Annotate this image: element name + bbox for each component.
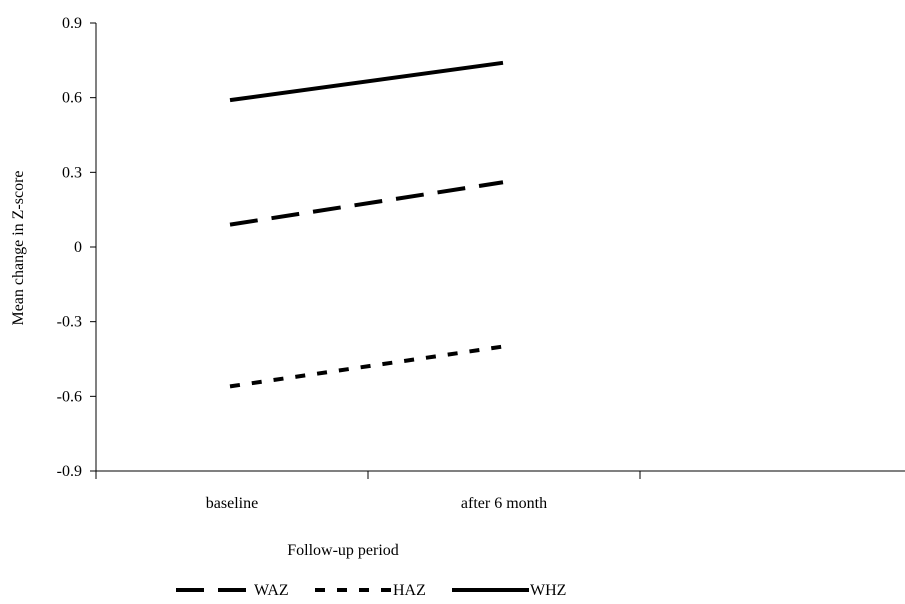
legend-label-haz: HAZ xyxy=(393,582,426,599)
x-tick-label: after 6 month xyxy=(461,495,547,512)
y-tick-label: -0.3 xyxy=(57,314,82,331)
x-axis: baseline after 6 month xyxy=(95,470,905,512)
y-tick-label: -0.6 xyxy=(57,388,82,405)
y-axis: 0.9 0.6 0.3 0 -0.3 -0.6 -0.9 xyxy=(57,15,97,480)
legend: WAZ HAZ WHZ xyxy=(176,582,566,599)
y-tick-label: 0 xyxy=(74,239,82,256)
x-axis-title: Follow-up period xyxy=(287,542,399,559)
series-line-whz xyxy=(229,60,504,103)
x-tick-label: baseline xyxy=(206,495,258,512)
y-tick-label: 0.3 xyxy=(62,164,82,181)
series-line-waz xyxy=(229,180,504,227)
legend-label-waz: WAZ xyxy=(254,582,289,599)
legend-label-whz: WHZ xyxy=(530,582,566,599)
series-line-haz xyxy=(229,344,504,389)
y-tick-label: 0.9 xyxy=(62,15,82,32)
y-axis-title: Mean change in Z-score xyxy=(10,170,27,325)
y-tick-label: -0.9 xyxy=(57,463,82,480)
y-tick-label: 0.6 xyxy=(62,90,82,107)
